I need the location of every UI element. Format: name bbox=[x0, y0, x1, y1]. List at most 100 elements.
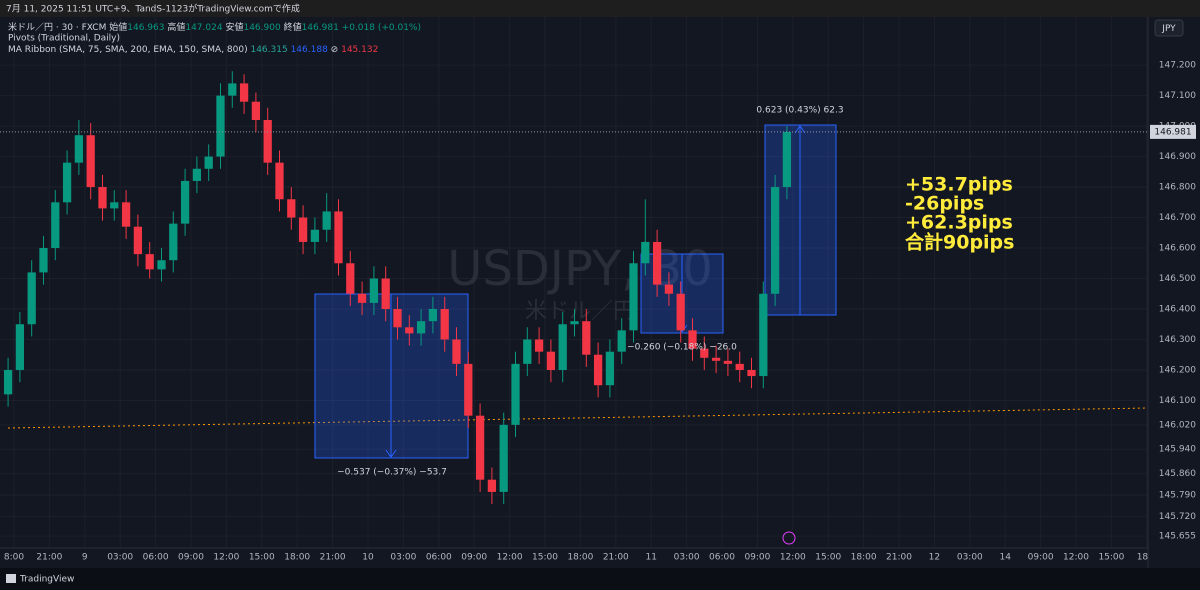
candle-body bbox=[405, 327, 414, 334]
last-price-label: 146.981 bbox=[1154, 127, 1191, 137]
candle-body bbox=[393, 308, 402, 328]
last-price-tag bbox=[1150, 124, 1196, 139]
grid bbox=[0, 17, 1148, 548]
candle-body bbox=[298, 217, 308, 242]
event-icon[interactable] bbox=[782, 531, 796, 545]
candle-body bbox=[676, 293, 685, 331]
value: 146.981 bbox=[302, 23, 339, 33]
candle-body bbox=[570, 321, 579, 325]
value: 146.963 bbox=[127, 23, 164, 33]
candle-body bbox=[228, 83, 237, 96]
candle-body bbox=[723, 360, 733, 364]
candle-body bbox=[546, 351, 556, 370]
x-tick-label: 18:00 bbox=[851, 553, 877, 563]
x-tick-label: 21:00 bbox=[320, 553, 346, 563]
candle-body bbox=[121, 202, 131, 227]
candle-body bbox=[511, 363, 520, 425]
candle-body bbox=[145, 254, 154, 270]
watermark-name: 米ドル／円 bbox=[525, 299, 635, 324]
y-tick-label: 146.300 bbox=[1159, 335, 1196, 345]
candle-body bbox=[735, 363, 744, 370]
candle-body bbox=[593, 354, 603, 386]
x-tick-label: 8:00 bbox=[4, 553, 24, 563]
y-tick-label: 145.655 bbox=[1159, 532, 1196, 542]
x-tick-label: 03:00 bbox=[674, 553, 700, 563]
candle-body bbox=[192, 168, 202, 181]
change: +0.018 (+0.01%) bbox=[342, 23, 421, 33]
candle-body bbox=[310, 229, 320, 242]
candle-body bbox=[629, 263, 638, 331]
value: 147.024 bbox=[185, 23, 222, 33]
candle-body bbox=[617, 330, 626, 352]
arrow-head bbox=[794, 125, 806, 134]
candle-body bbox=[275, 162, 284, 200]
y-tick-label: 145.720 bbox=[1159, 512, 1196, 522]
y-tick-label: 146.020 bbox=[1159, 420, 1196, 430]
candle-body bbox=[558, 324, 567, 370]
candle-body bbox=[98, 187, 107, 209]
x-tick-label: 11 bbox=[645, 553, 656, 563]
legend-line: 米ドル／円 · 30 · FXCM 始値146.963 高値147.024 安値… bbox=[8, 21, 421, 33]
candle-body bbox=[251, 101, 261, 120]
measure-label: 0.623 (0.43%) 62.3 bbox=[756, 106, 843, 116]
plot bbox=[0, 71, 1148, 505]
x-tick-label: 09:00 bbox=[1028, 553, 1054, 563]
candle-body bbox=[39, 248, 48, 273]
candle-body bbox=[452, 339, 461, 364]
y-tick-label: 146.600 bbox=[1159, 244, 1196, 254]
candle-body bbox=[169, 223, 178, 261]
note: 合計90pips bbox=[905, 231, 1014, 254]
candle-body bbox=[133, 226, 143, 255]
x-tick-label: 10 bbox=[362, 553, 374, 563]
candle-body bbox=[428, 308, 438, 322]
candle-body bbox=[759, 293, 768, 377]
candle-body bbox=[711, 357, 721, 361]
currency[interactable]: JPY bbox=[1161, 24, 1176, 34]
x-tick-label: 06:00 bbox=[709, 553, 735, 563]
label: 始値 bbox=[109, 21, 127, 33]
brand: TradingView bbox=[19, 575, 74, 585]
y-tick-label: 146.900 bbox=[1159, 152, 1196, 162]
candle-body bbox=[3, 369, 13, 395]
x-tick-label: 09:00 bbox=[744, 553, 770, 563]
x-tick-label: 15:00 bbox=[1098, 553, 1124, 563]
x-axis: 8:00 21:00 9 03:00 06:00 09:00 12:00 15:00 18:00… bbox=[4, 553, 1157, 563]
x-tick-label: 12:00 bbox=[213, 553, 239, 563]
x-tick-label: 15:00 bbox=[249, 553, 275, 563]
x-tick-label: 18:00 bbox=[284, 553, 310, 563]
x-tick-label: 21:00 bbox=[886, 553, 912, 563]
ribbon: MA Ribbon (SMA, 75, SMA, 200, EMA, 150, … bbox=[8, 45, 248, 55]
legend-line: Pivots (Traditional, Daily) bbox=[8, 34, 120, 44]
x-tick-label: 03:00 bbox=[107, 553, 133, 563]
measure-label: −0.260 (−0.18%) −26.0 bbox=[627, 343, 737, 353]
candle-body bbox=[180, 180, 190, 224]
x-tick-label: 21:00 bbox=[36, 553, 62, 563]
value: ⊘ bbox=[331, 45, 339, 55]
candle-body bbox=[287, 199, 296, 218]
x-tick-label: 09:00 bbox=[461, 553, 487, 563]
candle-body bbox=[216, 95, 225, 157]
x-tick-label: 21:00 bbox=[603, 553, 629, 563]
y-tick-label: 146.400 bbox=[1159, 304, 1196, 314]
candle-body bbox=[334, 211, 343, 264]
brand-logo bbox=[6, 574, 16, 583]
x-tick-label: 18:00 bbox=[567, 553, 593, 563]
candle-body bbox=[322, 211, 331, 230]
currency-button[interactable] bbox=[1154, 19, 1184, 37]
y-tick-label: 146.200 bbox=[1159, 365, 1196, 375]
x-tick-label: 15:00 bbox=[532, 553, 558, 563]
candle-body bbox=[770, 187, 780, 294]
candle-body bbox=[464, 363, 473, 416]
candle-body bbox=[157, 260, 166, 270]
note: +53.7pips bbox=[905, 174, 1013, 196]
candle-body bbox=[110, 202, 119, 209]
value: 146.900 bbox=[243, 23, 280, 33]
candle-body bbox=[475, 415, 485, 480]
value: 146.188 bbox=[291, 45, 328, 55]
note: +62.3pips bbox=[905, 212, 1013, 234]
candle-body bbox=[263, 119, 272, 163]
y-tick-label: 147.100 bbox=[1159, 91, 1196, 101]
candle-body bbox=[605, 351, 615, 386]
x-tick-label: 12 bbox=[929, 553, 940, 563]
candle-body bbox=[357, 293, 367, 303]
